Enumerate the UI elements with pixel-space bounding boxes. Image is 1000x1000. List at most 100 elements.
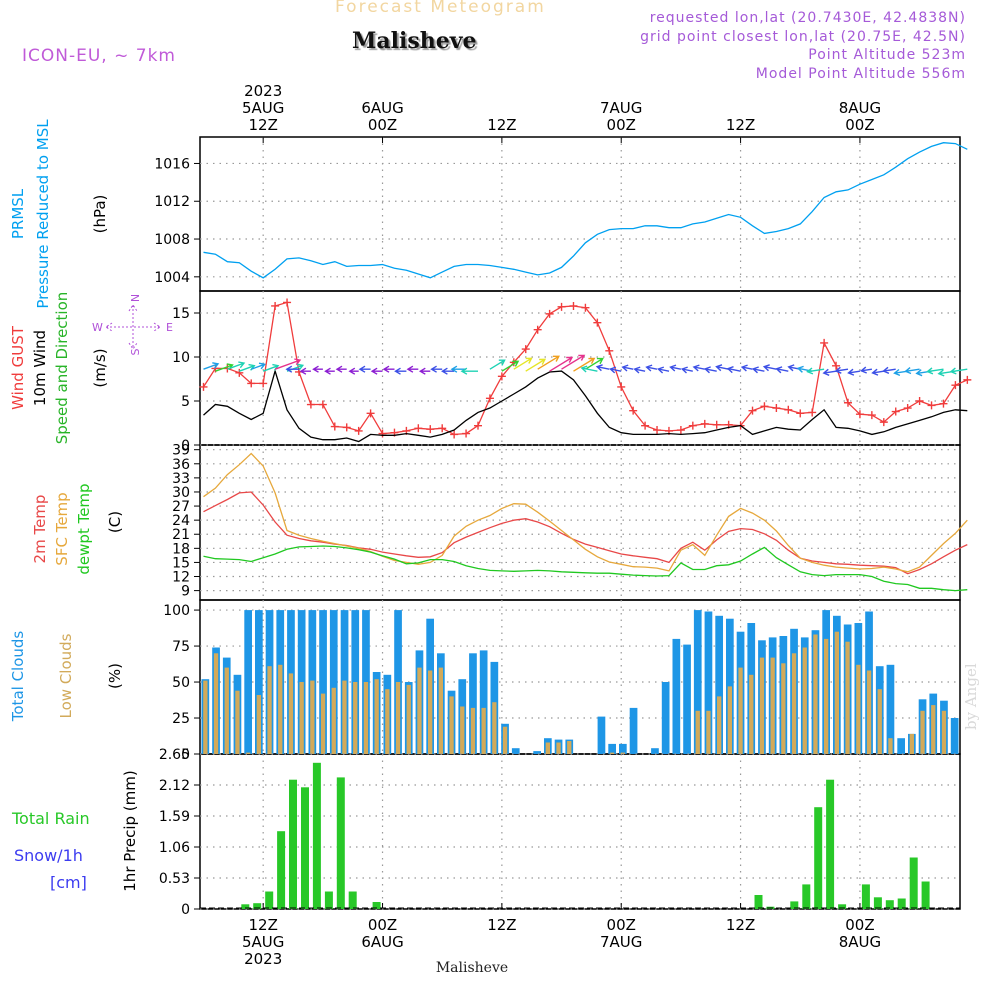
- total-cloud-bar: [629, 707, 638, 754]
- panel-frame-pressure: [199, 136, 961, 292]
- low-cloud-bar: [706, 710, 711, 754]
- low-cloud-bar: [374, 679, 379, 754]
- low-cloud-bar: [834, 631, 839, 754]
- low-cloud-bar: [877, 689, 882, 754]
- wind-direction-arrow: [501, 360, 520, 372]
- compass-south: S: [129, 348, 142, 355]
- total-cloud-bar: [897, 738, 905, 754]
- y-tick-label: 33: [172, 471, 190, 487]
- wind-direction-arrow: [580, 365, 598, 373]
- low-cloud-bar: [470, 707, 476, 754]
- low-cloud-bar: [888, 738, 893, 754]
- top-time-label: 12Z: [487, 116, 516, 134]
- wind-direction-arrow: [595, 364, 610, 372]
- wind-direction-arrow: [740, 364, 753, 372]
- total-cloud-bar: [255, 610, 263, 754]
- panel-frame-precip: [199, 753, 961, 910]
- rain-bar: [324, 891, 333, 909]
- gust-point: [629, 406, 638, 415]
- gust-point: [963, 375, 972, 384]
- model-label: ICON-EU, ~ 7km: [22, 46, 176, 66]
- wind-direction-arrow: [680, 366, 693, 374]
- chart-subtitle: Forecast Meteogram: [335, 0, 546, 17]
- gust-point: [306, 400, 315, 409]
- gust-point: [748, 406, 757, 415]
- rain-bar: [802, 884, 811, 909]
- y-tick-label: 0: [181, 902, 190, 918]
- wind-direction-arrow: [633, 366, 646, 374]
- rain-bar: [754, 895, 763, 909]
- gust-point: [688, 421, 697, 430]
- wind-direction-arrow: [703, 366, 717, 374]
- total-cloud-bar: [608, 743, 616, 754]
- clouds-title-total: Total Clouds: [9, 631, 27, 723]
- low-cloud-bar: [320, 693, 326, 754]
- wind-direction-arrow: [394, 367, 407, 375]
- precip-ylabel: 1hr Precip (mm): [121, 770, 139, 891]
- rain-bar: [277, 831, 286, 909]
- gust-point: [796, 409, 805, 418]
- gust-point: [426, 425, 435, 434]
- low-cloud-bar: [781, 663, 786, 754]
- gust-point: [557, 302, 566, 311]
- wind-direction-arrow: [418, 367, 431, 375]
- bottom-time-label: 7AUG: [600, 933, 642, 951]
- total-cloud-bar: [329, 610, 338, 754]
- wind-direction-arrow: [834, 366, 849, 374]
- gust-point: [462, 429, 471, 438]
- total-cloud-bar: [726, 618, 734, 754]
- wind-title-direction: Speed and Direction: [53, 292, 71, 445]
- bottom-time-label: 00Z: [845, 916, 874, 934]
- gust-point: [772, 404, 781, 413]
- clouds-ylabel: (%): [106, 663, 124, 689]
- pressure-ylabel: (hPa): [91, 195, 109, 234]
- rain-bar: [814, 807, 823, 909]
- low-cloud-bar: [727, 686, 732, 754]
- temp-2m-line: [203, 491, 968, 575]
- wind-direction-arrow: [348, 367, 359, 375]
- gust-point: [235, 368, 244, 377]
- y-tick-label: 10: [172, 350, 190, 366]
- low-cloud-bar: [449, 696, 454, 754]
- top-time-label: 2023: [244, 82, 282, 100]
- gust-point: [617, 382, 626, 391]
- low-cloud-bar: [481, 707, 486, 754]
- grid-point-coords: grid point closest lon,lat (20.75E, 42.5…: [640, 29, 966, 45]
- y-tick-label: 39: [172, 443, 190, 459]
- wind-direction-arrow: [274, 358, 302, 370]
- wind-direction-arrow: [561, 354, 586, 370]
- low-cloud-bar: [620, 752, 625, 754]
- y-tick-label: 1008: [154, 232, 190, 248]
- y-tick-label: 18: [172, 541, 190, 557]
- pressure-line: [203, 142, 968, 279]
- footer-location: Malisheve: [436, 960, 508, 976]
- y-tick-label: 9: [181, 584, 190, 600]
- wind-direction-arrow: [525, 358, 547, 372]
- temp-title-dewpt: dewpt Temp: [75, 483, 93, 574]
- wind-direction-arrow: [227, 361, 246, 370]
- total-cloud-bar: [479, 650, 488, 754]
- wind-direction-arrow: [358, 365, 371, 373]
- sfc-temp-line: [203, 452, 968, 573]
- gust-point: [354, 426, 363, 435]
- y-tick-label: 1004: [154, 270, 190, 286]
- gust-point: [497, 372, 506, 381]
- wind-title-gust: Wind GUST: [9, 325, 27, 410]
- y-tick-label: 36: [172, 457, 190, 473]
- clouds-title-low: Low Clouds: [57, 633, 75, 718]
- bottom-time-label: 00Z: [368, 916, 397, 934]
- rain-bar: [838, 904, 847, 909]
- low-cloud-bar: [417, 667, 422, 754]
- wind-direction-arrow: [621, 364, 634, 372]
- low-cloud-bar: [717, 696, 722, 754]
- low-cloud-bar: [213, 653, 219, 754]
- wind-direction-arrow: [513, 357, 533, 370]
- gust-point: [593, 318, 602, 327]
- wind-direction-arrow: [441, 367, 455, 375]
- gust-point: [366, 409, 375, 418]
- low-cloud-bar: [492, 702, 497, 754]
- total-cloud-bar: [683, 644, 691, 754]
- top-time-label: 12Z: [248, 116, 277, 134]
- y-tick-label: 2.65: [159, 747, 190, 763]
